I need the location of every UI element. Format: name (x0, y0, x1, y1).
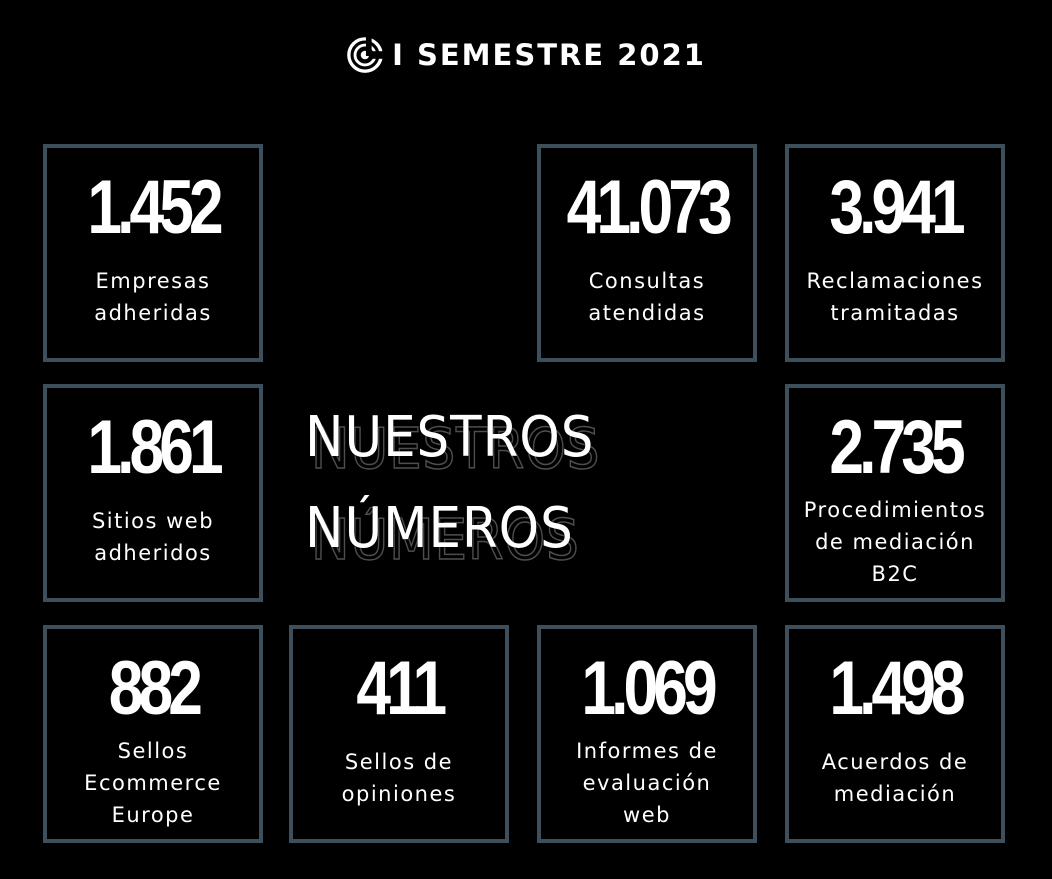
stat-card-sellos-opiniones: 411 Sellos de opiniones (289, 625, 509, 843)
stat-value: 411 (356, 646, 447, 731)
stat-card-procedimientos: 2.735 Procedimientos de mediación B2C (785, 384, 1005, 602)
stat-label: Procedimientos de mediación B2C (803, 498, 987, 586)
stat-value: 1.069 (581, 646, 717, 731)
stat-label: Sellos Ecommerce Europe (84, 739, 222, 827)
stat-card-sitios-web: 1.861 Sitios web adheridos (43, 384, 263, 602)
logo-icon (347, 36, 385, 73)
heading-line-1-shadow: NUESTROS (310, 416, 601, 483)
stat-value: 2.735 (829, 405, 965, 490)
section-heading: NUESTROS NUESTROS NÚMEROS NÚMEROS (305, 395, 635, 585)
stat-card-sellos-ecommerce: 882 Sellos Ecommerce Europe (43, 625, 263, 843)
heading-line-2: NÚMEROS (305, 496, 574, 561)
stat-label: Empresas adheridas (94, 269, 212, 325)
stat-card-empresas: 1.452 Empresas adheridas (43, 144, 263, 362)
stat-card-reclamaciones: 3.941 Reclamaciones tramitadas (785, 144, 1005, 362)
stat-value: 41.073 (566, 165, 732, 250)
stat-label: Consultas atendidas (588, 269, 706, 325)
stat-label: Sellos de opiniones (341, 750, 457, 806)
stat-label: Informes de evaluación web (576, 739, 718, 827)
stat-value: 1.861 (87, 405, 223, 490)
header: I SEMESTRE 2021 (0, 30, 1052, 80)
heading-line-1: NUESTROS (305, 405, 595, 470)
stat-card-informes: 1.069 Informes de evaluación web (537, 625, 757, 843)
page-title: I SEMESTRE 2021 (392, 38, 706, 72)
stat-value: 1.498 (829, 646, 965, 731)
heading-line-2-shadow: NÚMEROS (310, 507, 580, 574)
stat-card-consultas: 41.073 Consultas atendidas (537, 144, 757, 362)
stat-value: 1.452 (87, 165, 223, 250)
stat-label: Reclamaciones tramitadas (806, 269, 984, 325)
stat-card-acuerdos: 1.498 Acuerdos de mediación (785, 625, 1005, 843)
stat-label: Acuerdos de mediación (821, 750, 969, 806)
stat-value: 882 (108, 646, 202, 731)
stat-value: 3.941 (829, 165, 965, 250)
stat-label: Sitios web adheridos (91, 509, 215, 565)
